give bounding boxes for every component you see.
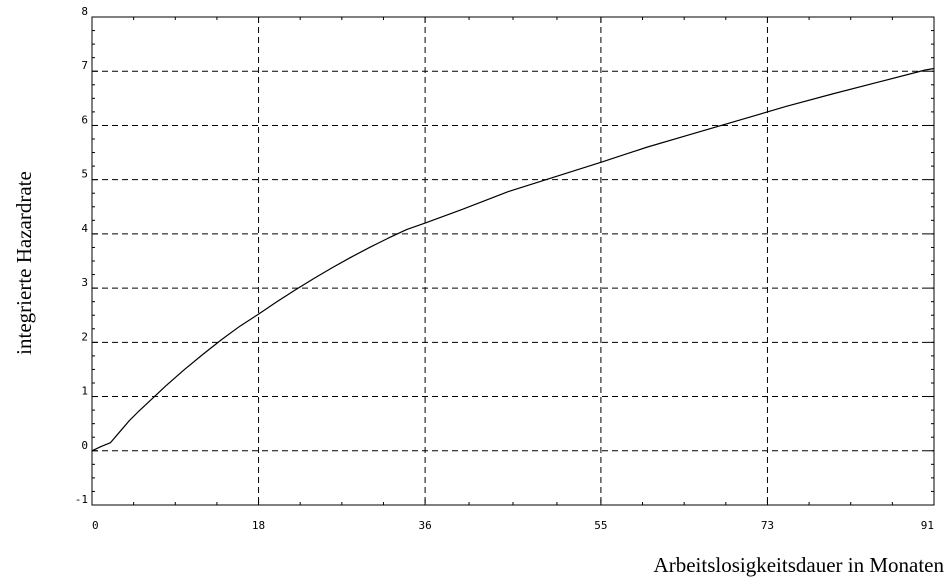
plot-frame <box>91 16 935 506</box>
x-tick-label: 55 <box>594 519 607 532</box>
y-tick-label: 0 <box>81 439 88 452</box>
series <box>91 67 935 452</box>
y-tick-label: 5 <box>81 168 88 181</box>
x-axis-title: Arbeitslosigkeitsdauer in Monaten <box>654 553 945 577</box>
y-axis-title: integrierte Hazardrate <box>12 171 36 355</box>
series-line-0 <box>91 67 935 452</box>
grid <box>92 17 934 505</box>
y-tick-label: 3 <box>81 276 88 289</box>
x-tick-label: 36 <box>418 519 431 532</box>
y-tick-label: 1 <box>81 385 88 398</box>
y-tick-label: 4 <box>81 222 88 235</box>
x-tick-label: 91 <box>921 519 934 532</box>
x-tick-label: 0 <box>92 519 99 532</box>
y-tick-label: 6 <box>81 113 88 126</box>
ticks <box>91 16 935 506</box>
y-tick-label: 2 <box>81 330 88 343</box>
y-tick-label: 7 <box>81 59 88 72</box>
y-tick-label: 8 <box>81 5 88 18</box>
y-tick-label: -1 <box>75 493 88 506</box>
x-tick-label: 18 <box>252 519 265 532</box>
labels: -1 0 1 2 3 4 5 6 7 8 0 18 36 55 73 91 <box>75 5 934 532</box>
x-tick-label: 73 <box>761 519 774 532</box>
